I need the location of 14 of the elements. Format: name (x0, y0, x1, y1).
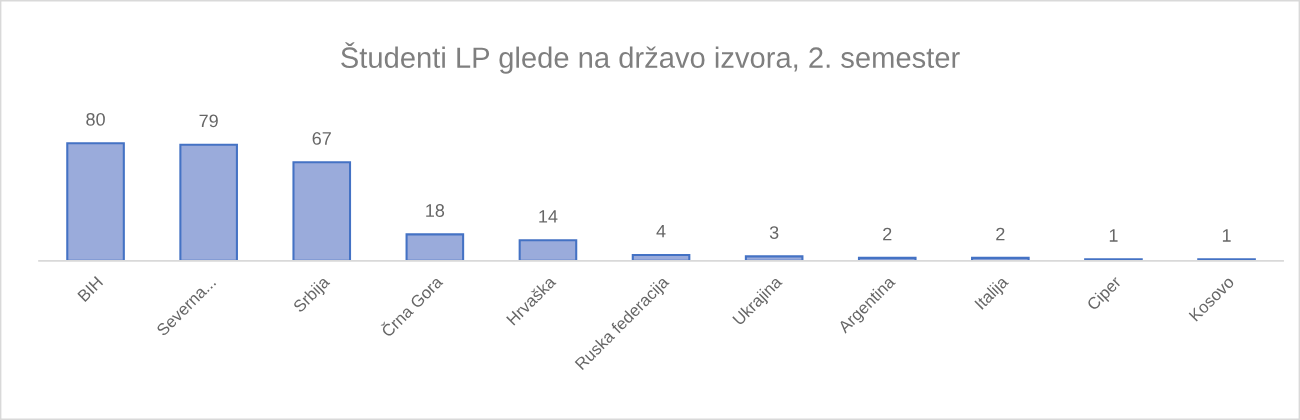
chart-title: Študenti LP glede na državo izvora, 2. semester (341, 42, 960, 74)
data-label: 4 (656, 224, 666, 238)
x-tick-label: BIH (77, 276, 104, 302)
data-label: 1 (1109, 229, 1118, 242)
data-label: 67 (312, 132, 331, 145)
data-label: 2 (996, 227, 1005, 241)
data-label: 79 (199, 114, 218, 128)
data-label: 1 (1222, 229, 1231, 242)
data-label: 80 (86, 112, 105, 126)
data-label: 14 (539, 210, 558, 223)
data-label: 2 (883, 227, 892, 241)
data-label: 3 (769, 226, 779, 239)
data-label: 18 (426, 204, 445, 217)
x-tick-label: Črna Gora (378, 272, 444, 338)
